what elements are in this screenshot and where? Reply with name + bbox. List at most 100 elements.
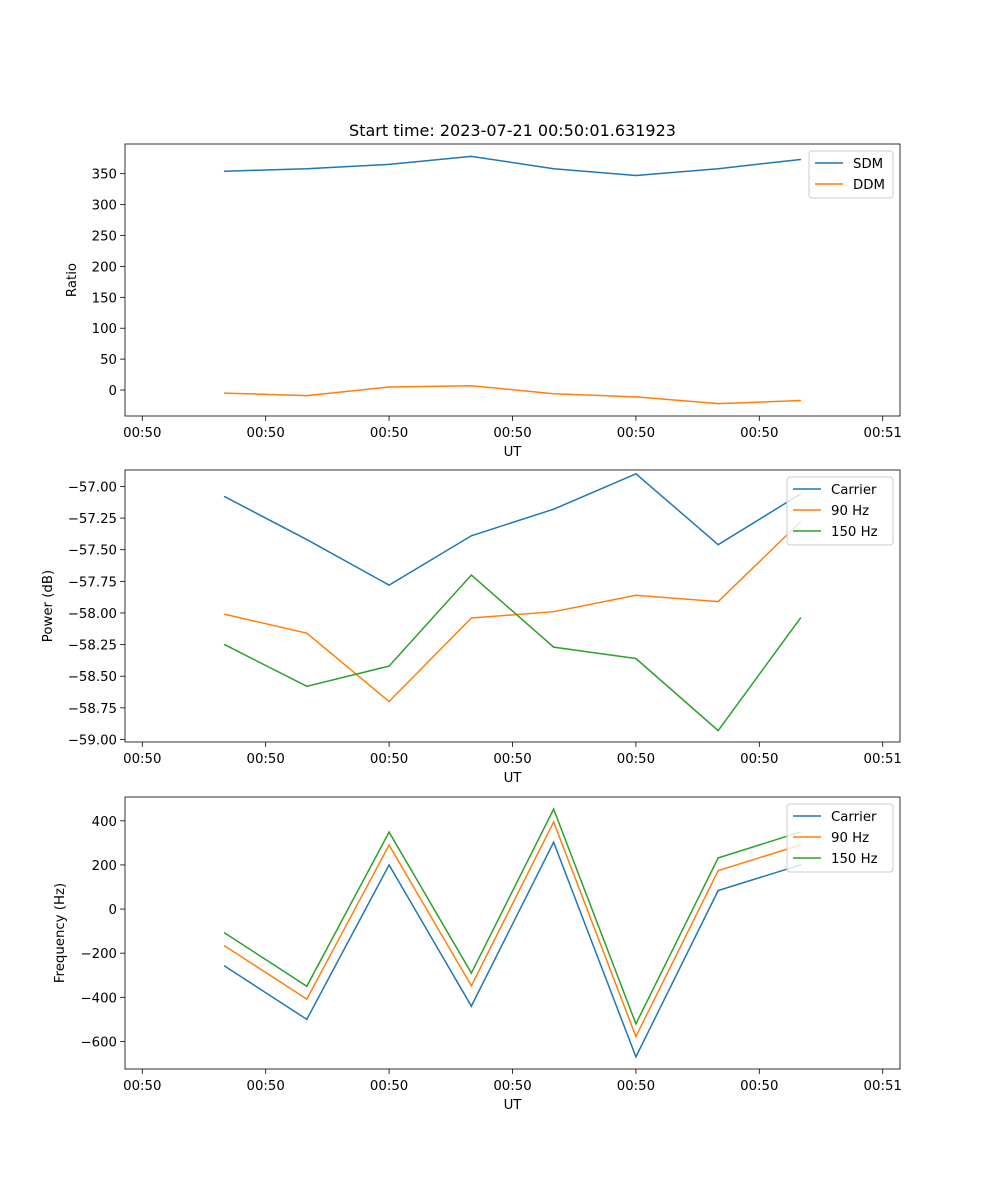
series-line-sdm — [224, 155, 801, 177]
data-point — [223, 932, 226, 934]
data-point — [470, 972, 473, 974]
data-point — [306, 985, 308, 988]
data-point — [223, 170, 226, 172]
y-tick-label: 0 — [109, 384, 117, 399]
series-line-150-hz — [224, 807, 801, 1026]
y-tick-label: −400 — [80, 991, 117, 1006]
x-tick-label: 00:50 — [370, 752, 408, 767]
y-axis-label: Power (dB) — [41, 570, 56, 642]
data-point — [635, 1035, 637, 1038]
x-tick-label: 00:50 — [123, 426, 161, 441]
data-point — [717, 543, 719, 546]
data-point — [388, 386, 390, 388]
x-tick-label: 00:50 — [247, 752, 285, 767]
series-line-90-hz — [224, 521, 801, 703]
data-point — [470, 1005, 473, 1007]
series-line-150-hz — [224, 573, 802, 732]
series-line-90-hz — [224, 820, 801, 1039]
y-tick-label: 200 — [92, 859, 117, 874]
series-line-ddm — [224, 384, 801, 405]
data-point — [717, 600, 719, 603]
data-point — [306, 538, 308, 541]
data-point — [717, 167, 719, 170]
data-point — [306, 394, 308, 397]
axes-frame — [124, 796, 901, 1070]
legend-label: SDM — [853, 157, 883, 172]
x-tick-label: 00:50 — [740, 1079, 778, 1094]
data-point — [223, 613, 226, 615]
axes-frame — [124, 469, 901, 743]
x-axis-label: UT — [504, 1098, 523, 1113]
y-axis-label: Ratio — [65, 263, 80, 297]
data-point — [635, 174, 637, 177]
x-tick-label: 00:50 — [617, 1079, 655, 1094]
legend: Carrier 90 Hz 150 Hz — [786, 803, 894, 873]
legend: Carrier 90 Hz 150 Hz — [786, 476, 894, 546]
data-point — [388, 864, 390, 866]
legend-label: 90 Hz — [831, 504, 869, 519]
data-point — [552, 808, 555, 810]
y-tick-label: 100 — [92, 322, 117, 337]
data-point — [223, 945, 226, 947]
data-point — [717, 729, 719, 732]
x-tick-label: 00:50 — [617, 426, 655, 441]
y-tick-label: −58.00 — [68, 607, 117, 622]
legend-label: Carrier — [831, 483, 877, 498]
data-point — [223, 643, 226, 646]
legend-box — [786, 476, 894, 546]
data-point — [552, 841, 555, 843]
data-point — [799, 399, 802, 402]
data-point — [306, 167, 308, 170]
legend-label: 90 Hz — [831, 831, 869, 846]
x-tick-label: 00:50 — [493, 1079, 531, 1094]
data-point — [470, 985, 473, 987]
x-tick-label: 00:50 — [370, 1079, 408, 1094]
x-tick-label: 00:50 — [123, 1079, 161, 1094]
legend-label: DDM — [853, 178, 885, 193]
x-tick-label: 00:50 — [493, 426, 531, 441]
data-point — [552, 508, 555, 510]
y-tick-label: 300 — [92, 199, 117, 214]
legend-box — [786, 803, 894, 873]
x-tick-label: 00:50 — [740, 426, 778, 441]
data-point — [223, 392, 226, 394]
y-tick-label: 50 — [100, 353, 117, 368]
data-point — [799, 158, 802, 161]
data-point — [717, 889, 719, 892]
data-point — [306, 1018, 308, 1021]
y-tick-label: −59.00 — [68, 733, 117, 748]
x-tick-label: 00:50 — [247, 1079, 285, 1094]
x-tick-label: 00:50 — [617, 752, 655, 767]
x-axis-label: UT — [504, 771, 523, 786]
y-tick-label: 150 — [92, 291, 117, 306]
data-point — [388, 700, 390, 703]
data-point — [306, 632, 308, 634]
x-tick-label: 00:50 — [123, 752, 161, 767]
legend-label: 150 Hz — [831, 852, 878, 867]
y-axis-label: Frequency (Hz) — [53, 883, 68, 983]
data-point — [635, 657, 637, 660]
data-point — [470, 155, 473, 158]
data-point — [223, 495, 226, 498]
x-axis-label: UT — [504, 445, 523, 460]
x-tick-label: 00:50 — [493, 752, 531, 767]
legend-label: Carrier — [831, 810, 877, 825]
data-point — [552, 392, 555, 395]
data-point — [388, 844, 390, 846]
data-point — [306, 685, 308, 688]
data-point — [799, 617, 802, 619]
data-point — [306, 998, 308, 1000]
y-tick-label: −57.25 — [68, 512, 117, 527]
y-tick-label: 0 — [109, 903, 117, 918]
data-point — [470, 535, 473, 537]
y-tick-label: 350 — [92, 168, 117, 183]
data-point — [635, 396, 637, 398]
subplot-3: 00:50 00:50 00:50 00:50 00:50 00:50 00:51 −600 −… — [53, 796, 902, 1113]
data-point — [470, 574, 473, 576]
data-point — [388, 831, 390, 833]
y-tick-label: −57.00 — [68, 480, 117, 495]
subplot-1: 00:50 00:50 00:50 00:50 00:50 00:50 00:51 0 50 10… — [65, 143, 902, 460]
data-point — [470, 384, 473, 387]
legend: SDM DDM — [808, 150, 894, 199]
